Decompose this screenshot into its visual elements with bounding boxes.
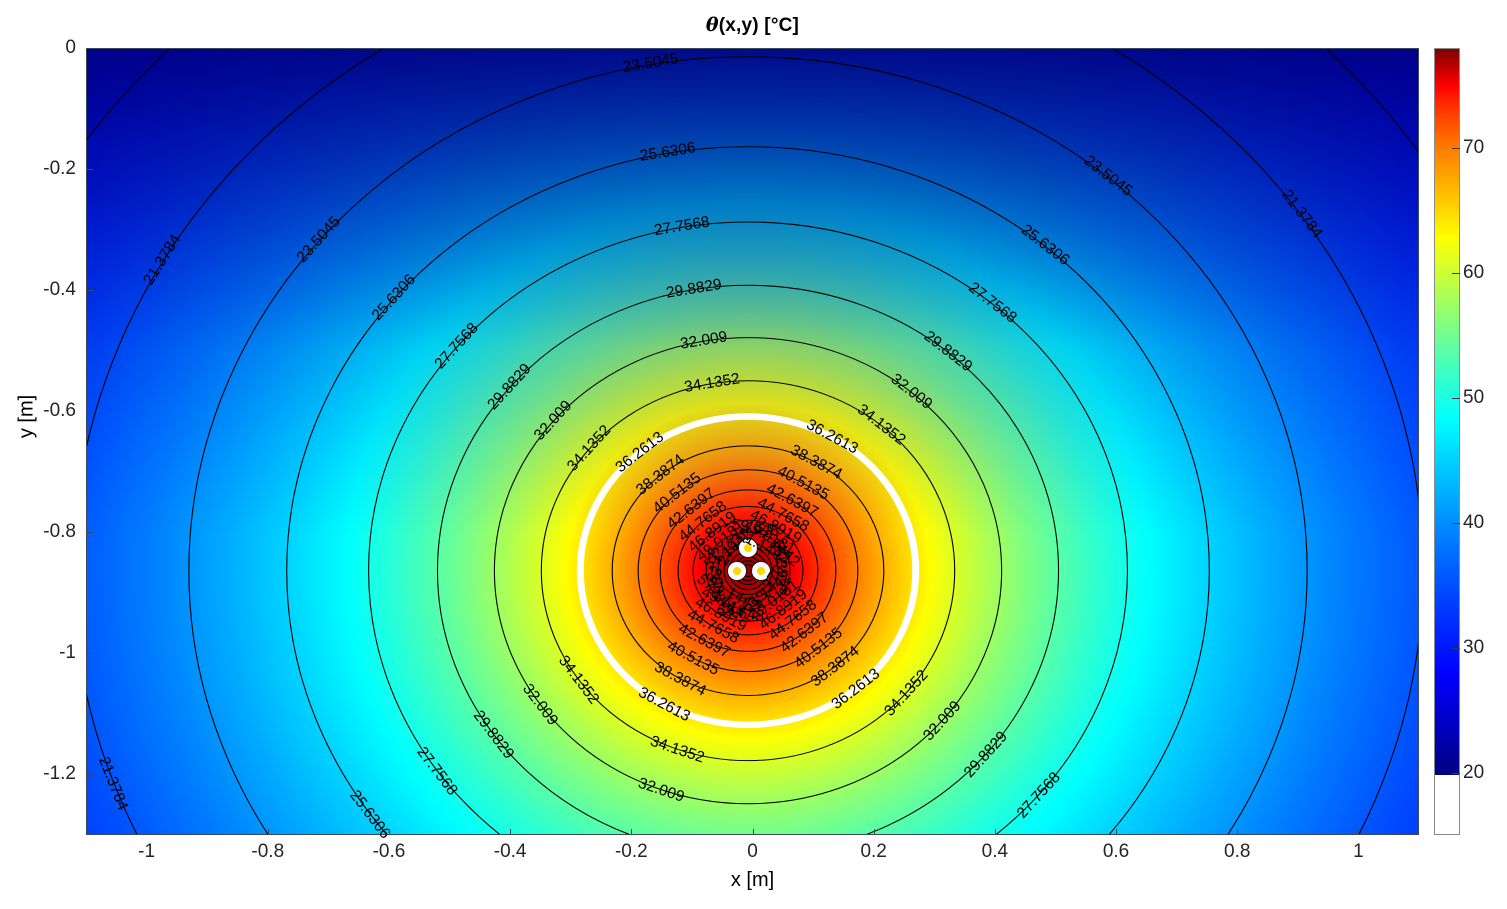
x-tick-mark <box>267 829 269 835</box>
x-tick-label: -1 <box>138 841 156 862</box>
colorbar-tick-mark <box>1452 272 1460 274</box>
x-tick-mark <box>994 829 996 835</box>
conductor-core-icon <box>733 567 741 575</box>
colorbar-tick-label: 70 <box>1463 136 1485 158</box>
colorbar-tick-mark <box>1452 772 1460 774</box>
x-tick-mark <box>510 829 512 835</box>
conductor-core-icon <box>744 544 752 552</box>
y-tick-label: 0 <box>65 37 76 58</box>
x-tick-mark <box>1116 829 1118 835</box>
x-tick-mark <box>388 829 390 835</box>
contour-field <box>87 49 1418 834</box>
y-tick-mark <box>87 653 93 655</box>
colorbar-tick-label: 30 <box>1463 636 1485 658</box>
plot-area <box>86 48 1419 835</box>
x-tick-mark <box>146 829 148 835</box>
highlight-isotherm <box>576 413 920 729</box>
x-tick-mark <box>1358 829 1360 835</box>
x-tick-label: -0.2 <box>614 841 648 862</box>
x-tick-label: -0.6 <box>372 841 406 862</box>
x-tick-label: -0.8 <box>251 841 285 862</box>
conductor-bottom-right <box>752 562 770 580</box>
x-tick-label: 1 <box>1353 841 1364 862</box>
title-theta: θ <box>705 14 719 36</box>
x-tick-label: 0 <box>747 841 758 862</box>
conductor-top <box>739 539 757 557</box>
colorbar-tick-label: 50 <box>1463 386 1485 408</box>
y-tick-label: -1 <box>59 642 76 664</box>
x-tick-label: 0.2 <box>860 841 887 862</box>
colorbar-tick-mark <box>1452 397 1460 399</box>
y-tick-mark <box>87 774 93 776</box>
y-tick-mark <box>87 290 93 292</box>
colorbar-tick-mark <box>1452 522 1460 524</box>
colorbar-tick-label: 60 <box>1463 261 1485 283</box>
y-tick-mark <box>87 411 93 413</box>
x-tick-mark <box>1237 829 1239 835</box>
colorbar[interactable] <box>1434 48 1460 835</box>
x-tick-mark <box>752 829 754 835</box>
x-tick-mark <box>631 829 633 835</box>
x-axis-label: x [m] <box>730 869 775 891</box>
x-tick-label: 0.6 <box>1102 841 1130 862</box>
colorbar-tick-mark <box>1452 647 1460 649</box>
x-tick-label: 0.8 <box>1224 841 1251 862</box>
page-title: θ(x,y) [°C] θ(x,y) [°C] <box>86 14 1419 37</box>
y-tick-mark <box>87 169 93 171</box>
y-tick-mark <box>87 532 93 534</box>
y-tick-label: -0.6 <box>43 400 76 422</box>
title-text: (x,y) [°C] <box>718 15 800 36</box>
x-tick-label: 0.4 <box>981 841 1009 862</box>
y-tick-label: -0.4 <box>43 279 76 301</box>
colorbar-tick-label: 40 <box>1463 511 1485 533</box>
colorbar-tick-mark <box>1452 147 1460 149</box>
conductor-bottom-left <box>728 562 746 580</box>
y-tick-label: -0.2 <box>43 158 76 180</box>
y-tick-mark <box>87 48 93 49</box>
y-tick-label: -1.2 <box>43 763 76 785</box>
colorbar-gradient <box>1435 49 1459 776</box>
colorbar-tick-label: 20 <box>1463 761 1485 783</box>
x-tick-mark <box>873 829 875 835</box>
x-tick-label: -0.4 <box>493 841 527 862</box>
y-axis-label: y [m] <box>15 394 38 439</box>
y-tick-label: -0.8 <box>43 521 76 543</box>
conductor-core-icon <box>757 567 765 575</box>
